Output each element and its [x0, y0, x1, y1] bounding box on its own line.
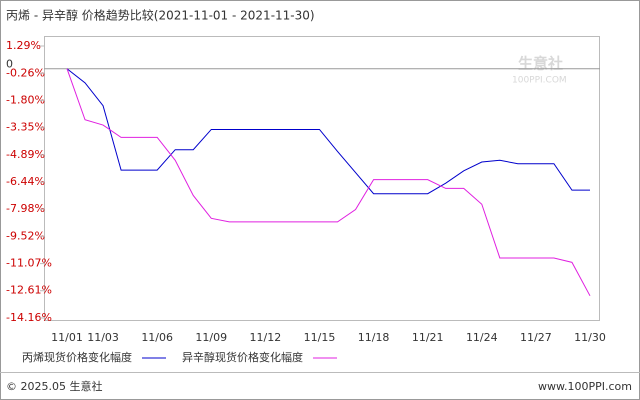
x-tick-label: 11/27: [520, 331, 552, 344]
x-tick-label: 11/24: [466, 331, 498, 344]
y-tick-label: -14.16%: [6, 311, 52, 324]
watermark: 生意社: [518, 55, 563, 73]
y-tick-label: -1.80%: [6, 93, 45, 106]
footer-left: © 2025.05 生意社: [6, 379, 102, 393]
x-tick-label: 11/21: [412, 331, 444, 344]
x-tick-label: 11/12: [250, 331, 282, 344]
x-tick-label: 11/03: [87, 331, 119, 344]
x-tick-label: 11/09: [195, 331, 227, 344]
y-tick-label: -7.98%: [6, 202, 45, 215]
y-tick-label: -3.35%: [6, 121, 45, 134]
series-line: [66, 68, 590, 195]
y-tick-label: -11.07%: [6, 257, 52, 270]
y-tick-label: -9.52%: [6, 229, 45, 242]
footer-right: www.100PPI.com: [538, 380, 632, 393]
series-line: [66, 68, 591, 297]
plot-frame: [44, 36, 600, 321]
legend-label: 异辛醇现货价格变化幅度: [182, 350, 303, 364]
watermark-site: 100PPI.COM: [512, 76, 567, 86]
zero-label: 0: [6, 58, 13, 71]
x-tick-label: 11/18: [358, 331, 390, 344]
x-tick-label: 11/06: [141, 331, 173, 344]
y-tick-label: -4.89%: [6, 148, 45, 161]
y-tick-label: -6.44%: [6, 175, 45, 188]
y-tick-label: -0.26%: [6, 66, 45, 79]
x-tick-label: 11/30: [574, 331, 606, 344]
y-tick-label: -12.61%: [6, 284, 52, 297]
legend-label: 丙烯现货价格变化幅度: [22, 350, 132, 364]
x-tick-label: 11/01: [51, 331, 83, 344]
x-tick-label: 11/15: [304, 331, 336, 344]
y-tick-label: 1.29%: [6, 39, 41, 52]
chart-title: 丙烯 - 异辛醇 价格趋势比较(2021-11-01 - 2021-11-30): [6, 8, 315, 23]
